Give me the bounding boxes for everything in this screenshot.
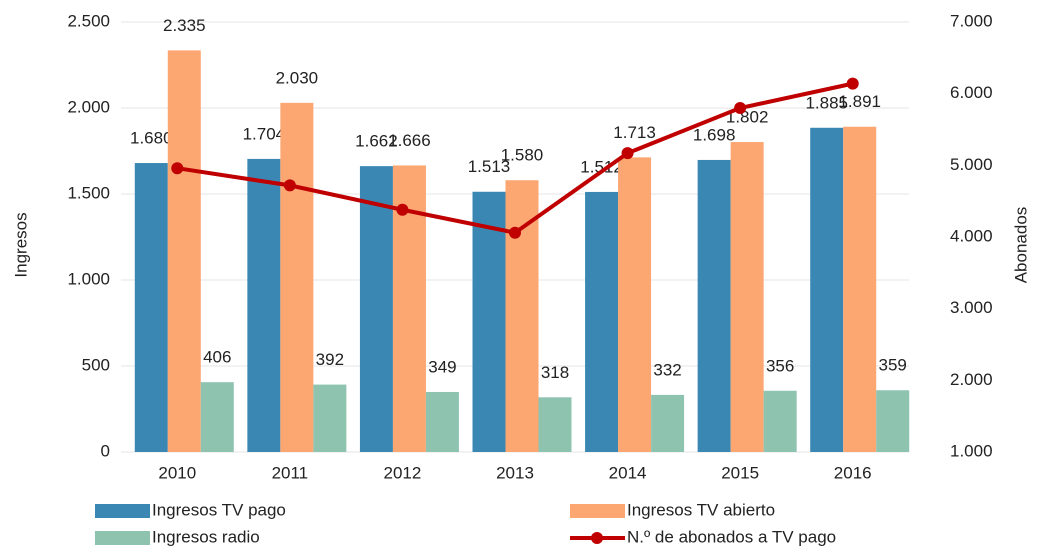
marker [396,203,409,216]
marker [734,102,747,114]
legend-label: Ingresos TV pago [152,500,286,519]
data-label: 1.891 [838,92,881,111]
legend-label: Ingresos TV abierto [627,500,775,519]
legend-label: Ingresos radio [152,527,260,546]
y2-tick-label: 4.000 [950,226,993,245]
y-tick-label: 500 [82,355,110,374]
y-tick-label: 2.500 [67,11,110,30]
bar [472,191,506,452]
legend-marker [591,532,603,544]
marker [283,179,296,192]
data-label: 359 [879,356,907,375]
bar [651,394,685,452]
data-label: 1.666 [388,131,431,150]
x-tick-label: 2016 [834,463,872,482]
bar [585,191,619,452]
legend-swatch [95,504,150,518]
bar [618,157,652,452]
bar [810,127,844,452]
bar [843,126,877,453]
data-label: 1.713 [613,123,656,142]
bar [697,159,731,452]
data-label: 1.662 [355,132,398,151]
bar [134,163,168,453]
marker [621,147,634,160]
y2-tick-label: 5.000 [950,155,993,174]
y2-tick-label: 1.000 [950,441,993,460]
x-tick-label: 2014 [609,463,647,482]
legend-label: N.º de abonados a TV pago [627,527,836,546]
bar [763,390,797,452]
marker [509,226,521,239]
bar [538,397,572,452]
bar [280,102,314,452]
y-tick-label: 1.000 [67,269,110,288]
bar [167,50,201,452]
data-label: 318 [541,363,569,382]
bar [359,166,393,453]
data-label: 1.513 [468,157,511,176]
legend-swatch [95,531,150,545]
bar [247,158,281,453]
x-tick-label: 2013 [496,463,534,482]
marker [846,77,859,90]
marker [171,162,184,175]
data-label: 1.580 [501,146,544,165]
data-label: 1.885 [805,93,848,112]
y2-tick-label: 3.000 [950,298,993,317]
data-label: 1.704 [243,124,286,143]
data-label: 392 [316,350,344,369]
data-label: 2.030 [276,68,319,87]
y2-axis-label: Abonados [1011,207,1030,284]
bar [876,390,910,452]
data-label: 356 [766,356,794,375]
bar [425,391,459,452]
x-tick-label: 2012 [384,463,422,482]
data-label: 2.335 [163,16,206,35]
data-label: 332 [653,360,681,379]
x-tick-label: 2010 [158,463,196,482]
bar [313,384,347,452]
data-label: 406 [203,348,231,367]
y2-tick-label: 7.000 [950,11,993,30]
y2-tick-label: 6.000 [950,83,993,102]
legend-swatch [570,504,625,518]
y-tick-label: 0 [101,441,110,460]
data-label: 349 [428,357,456,376]
y-axis-label: Ingresos [11,212,30,277]
data-label: 1.698 [693,125,736,144]
y2-tick-label: 2.000 [950,370,993,389]
bar [200,382,234,452]
x-tick-label: 2015 [721,463,759,482]
y-tick-label: 1.500 [67,183,110,202]
x-tick-label: 2011 [272,463,309,482]
bar [730,142,764,452]
y-tick-label: 2.000 [67,97,110,116]
data-label: 1.680 [130,129,173,148]
